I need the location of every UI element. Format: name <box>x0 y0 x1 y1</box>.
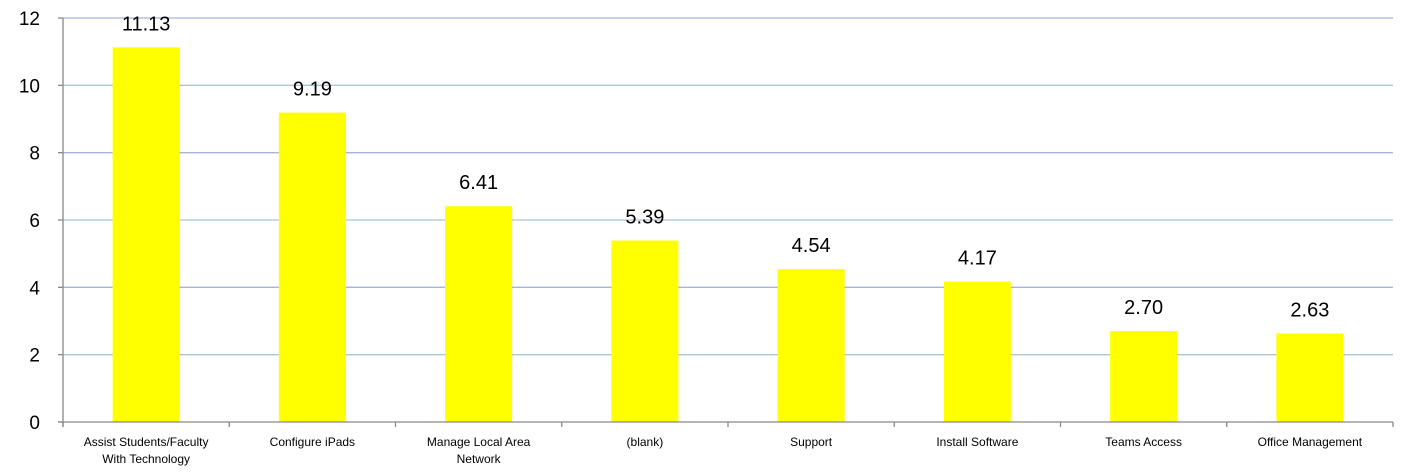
x-tick-label-line: Configure iPads <box>270 435 355 449</box>
y-tick-label: 8 <box>29 144 40 165</box>
x-axis-category-labels: Assist Students/Faculty With Technology Co… <box>84 435 1363 466</box>
x-tick-label-line: Office Management <box>1258 435 1363 449</box>
gridlines <box>63 17 1393 356</box>
x-tick-label: Assist Students/Faculty With Technology <box>84 435 209 466</box>
data-label: 4.17 <box>958 248 997 270</box>
data-label: 2.63 <box>1290 299 1329 321</box>
data-label: 9.19 <box>293 79 332 101</box>
data-label: 6.41 <box>459 172 498 194</box>
x-tick-label-line: With Technology <box>102 452 190 466</box>
x-tick-label-line: (blank) <box>627 435 664 449</box>
data-label: 2.70 <box>1124 297 1163 319</box>
bar <box>278 112 346 422</box>
bar <box>777 269 845 422</box>
axes <box>58 17 1394 427</box>
bar <box>112 47 180 422</box>
y-axis-tick-labels: 0 2 4 6 8 10 12 <box>19 9 41 434</box>
bars <box>112 47 1344 422</box>
bar <box>611 240 679 422</box>
x-tick-label-line: Assist Students/Faculty <box>84 435 209 449</box>
y-tick-label: 2 <box>29 346 40 367</box>
y-tick-label: 6 <box>29 211 40 232</box>
x-tick-label: Teams Access <box>1105 435 1182 449</box>
x-tick-label: Support <box>790 435 833 449</box>
x-tick-label: (blank) <box>627 435 664 449</box>
x-tick-label: Install Software <box>936 435 1018 449</box>
y-tick-label: 10 <box>19 76 40 97</box>
x-tick-label: Manage Local Area Network <box>427 435 531 466</box>
bar <box>445 206 513 422</box>
bar <box>1110 331 1178 422</box>
data-labels: 11.13 9.19 6.41 5.39 4.54 4.17 2.70 2.63 <box>122 13 1330 321</box>
x-tick-label: Configure iPads <box>270 435 355 449</box>
x-tick-label-line: Support <box>790 435 833 449</box>
x-tick-label-line: Network <box>457 452 502 466</box>
bar <box>943 281 1011 422</box>
data-label: 5.39 <box>625 207 664 229</box>
x-tick-label-line: Install Software <box>936 435 1018 449</box>
x-tick-label: Office Management <box>1258 435 1363 449</box>
y-tick-label: 0 <box>29 413 40 434</box>
data-label: 4.54 <box>792 235 831 257</box>
y-tick-label: 4 <box>29 278 40 299</box>
x-tick-label-line: Teams Access <box>1105 435 1182 449</box>
y-tick-label: 12 <box>19 9 40 30</box>
bar <box>1276 333 1344 422</box>
data-label: 11.13 <box>122 13 171 35</box>
x-tick-label-line: Manage Local Area <box>427 435 531 449</box>
